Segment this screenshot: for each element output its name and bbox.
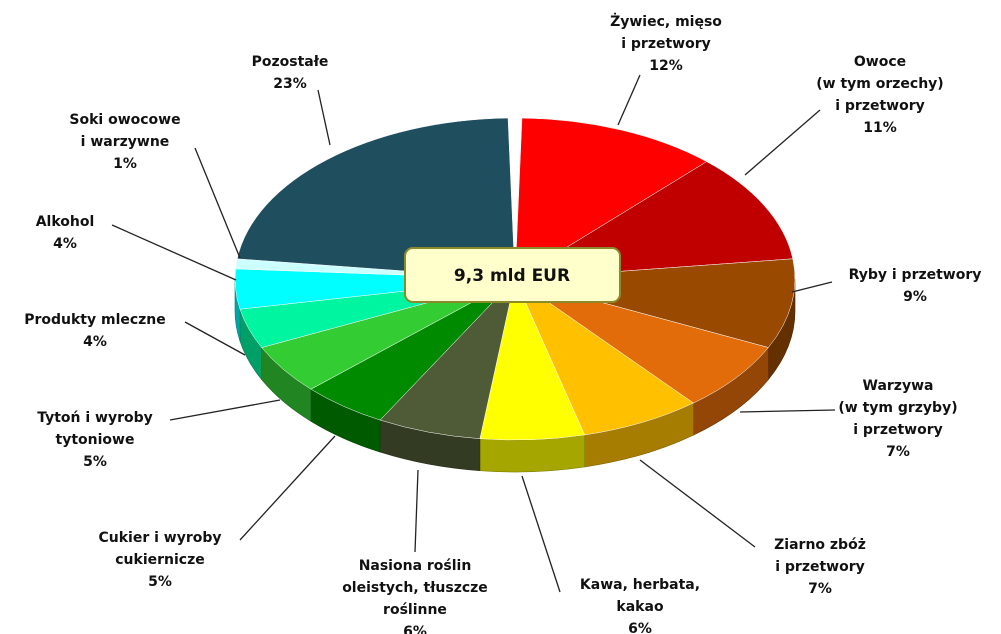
leader-line bbox=[111, 224, 237, 281]
label-line: tytoniowe bbox=[56, 432, 135, 448]
pie-sides bbox=[234, 278, 796, 473]
center-annotation: 9,3 mld EUR bbox=[454, 266, 570, 286]
slice bbox=[514, 278, 769, 404]
slice-label: Owoce (w tym orzechy) i przetwory bbox=[816, 54, 943, 114]
slice-label: Cukier i wyroby cukiernicze bbox=[98, 530, 221, 568]
slice-label: Tytoń i wyroby tytoniowe bbox=[37, 410, 153, 448]
leader-line bbox=[184, 321, 246, 356]
label-line: Warzywa bbox=[863, 378, 934, 394]
label-line: Produkty mleczne bbox=[24, 312, 166, 328]
leader-line bbox=[239, 435, 336, 541]
label-line: kakao bbox=[616, 599, 664, 615]
label-line: roślinne bbox=[383, 602, 447, 618]
value-label: 1% bbox=[113, 156, 137, 172]
slice bbox=[514, 117, 708, 280]
value-label: 6% bbox=[403, 624, 427, 634]
slice bbox=[514, 278, 694, 436]
label-line: i przetwory bbox=[853, 422, 943, 438]
slice-label: Alkohol bbox=[36, 214, 95, 230]
slice-label: Nasiona roślin oleistych, tłuszcze roślinn… bbox=[342, 558, 488, 618]
slice-label: Pozostałe bbox=[252, 54, 329, 70]
label-line: Żywiec, mięso bbox=[610, 13, 722, 30]
leader-line bbox=[617, 74, 641, 126]
label-line: Soki owocowe bbox=[69, 112, 180, 128]
value-label: 23% bbox=[273, 76, 307, 92]
label-line: Nasiona roślin bbox=[359, 558, 472, 574]
slice-label: Żywiec, mięso i przetwory bbox=[610, 13, 722, 52]
value-label: 7% bbox=[886, 444, 910, 460]
label-line: Ryby i przetwory bbox=[849, 267, 982, 283]
value-label: 9% bbox=[903, 289, 927, 305]
label-line: Cukier i wyroby bbox=[98, 530, 221, 546]
leader-line bbox=[414, 469, 419, 553]
value-label: 12% bbox=[649, 58, 683, 74]
label-line: Owoce bbox=[854, 54, 906, 70]
slice-label: Ziarno zbóż i przetwory bbox=[774, 537, 866, 575]
leader-line bbox=[739, 409, 836, 413]
slice-label: Produkty mleczne bbox=[24, 312, 166, 328]
leader-line bbox=[639, 459, 756, 548]
slice-label: Ryby i przetwory bbox=[849, 267, 982, 283]
label-line: (w tym orzechy) bbox=[816, 76, 943, 92]
leader-line bbox=[521, 475, 561, 593]
center-box bbox=[404, 247, 621, 303]
label-line: i przetwory bbox=[621, 36, 711, 52]
value-label: 4% bbox=[53, 236, 77, 252]
leader-line bbox=[169, 399, 281, 421]
slice-label: Soki owocowe i warzywne bbox=[69, 112, 180, 150]
leader-line bbox=[744, 109, 821, 176]
label-line: cukiernicze bbox=[115, 552, 204, 568]
label-line: i warzywne bbox=[81, 134, 170, 150]
value-label: 11% bbox=[863, 120, 897, 136]
slice-label: Warzywa (w tym grzyby) i przetwory bbox=[838, 378, 957, 438]
value-label: 6% bbox=[628, 621, 652, 634]
label-line: Ziarno zbóż bbox=[774, 537, 866, 553]
leader-line bbox=[194, 147, 241, 259]
slice-label: Kawa, herbata, kakao bbox=[580, 577, 700, 615]
slice-side bbox=[479, 434, 585, 473]
label-line: Tytoń i wyroby bbox=[37, 410, 153, 426]
label-line: i przetwory bbox=[835, 98, 925, 114]
value-label: 4% bbox=[83, 334, 107, 350]
labels: Żywiec, mięso i przetwory 12% Owoce (w tym o… bbox=[24, 13, 981, 634]
value-label: 5% bbox=[148, 574, 172, 590]
leader-line bbox=[317, 89, 331, 146]
label-line: Alkohol bbox=[36, 214, 95, 230]
leader-line bbox=[791, 281, 833, 293]
label-line: (w tym grzyby) bbox=[838, 400, 957, 416]
label-line: Kawa, herbata, bbox=[580, 577, 700, 593]
label-line: oleistych, tłuszcze bbox=[342, 580, 488, 596]
value-label: 5% bbox=[83, 454, 107, 470]
slice bbox=[236, 117, 516, 280]
value-label: 7% bbox=[808, 581, 832, 597]
label-line: i przetwory bbox=[775, 559, 865, 575]
label-line: Pozostałe bbox=[252, 54, 329, 70]
